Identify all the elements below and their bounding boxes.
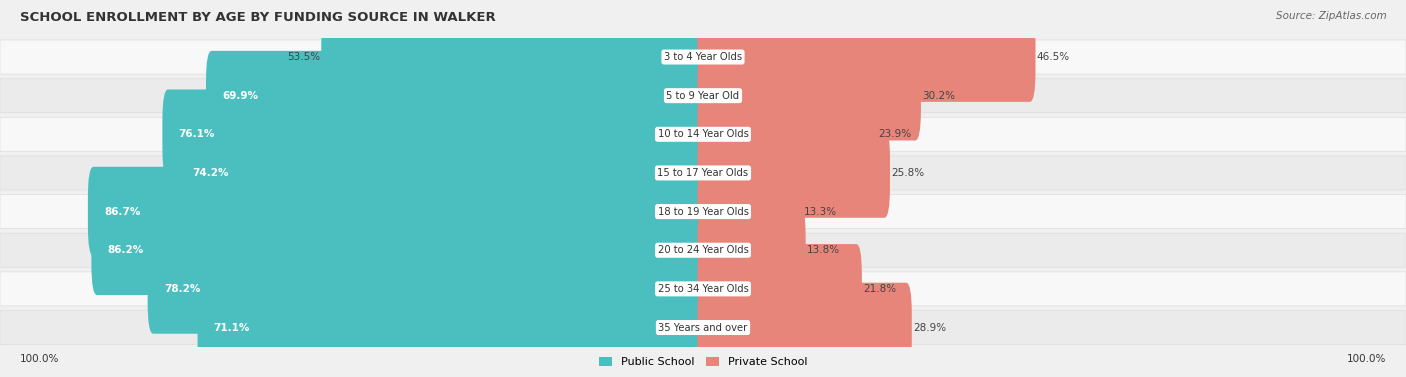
FancyBboxPatch shape <box>0 156 1406 190</box>
FancyBboxPatch shape <box>697 283 911 372</box>
Text: 71.1%: 71.1% <box>214 322 250 333</box>
Text: Source: ZipAtlas.com: Source: ZipAtlas.com <box>1275 11 1386 21</box>
FancyBboxPatch shape <box>697 89 877 179</box>
FancyBboxPatch shape <box>176 128 709 218</box>
Legend: Public School, Private School: Public School, Private School <box>595 352 811 371</box>
Text: 69.9%: 69.9% <box>222 90 259 101</box>
Text: 13.3%: 13.3% <box>804 207 837 217</box>
Text: 53.5%: 53.5% <box>287 52 321 62</box>
Text: 86.2%: 86.2% <box>107 245 143 255</box>
FancyBboxPatch shape <box>0 195 1406 228</box>
Text: 23.9%: 23.9% <box>877 129 911 139</box>
FancyBboxPatch shape <box>321 12 709 102</box>
Text: 78.2%: 78.2% <box>163 284 200 294</box>
FancyBboxPatch shape <box>697 205 806 295</box>
FancyBboxPatch shape <box>697 12 1035 102</box>
Text: 35 Years and over: 35 Years and over <box>658 322 748 333</box>
Text: 30.2%: 30.2% <box>922 90 955 101</box>
Text: 100.0%: 100.0% <box>20 354 59 365</box>
Text: 3 to 4 Year Olds: 3 to 4 Year Olds <box>664 52 742 62</box>
Text: 18 to 19 Year Olds: 18 to 19 Year Olds <box>658 207 748 217</box>
FancyBboxPatch shape <box>87 167 709 256</box>
FancyBboxPatch shape <box>148 244 709 334</box>
Text: 100.0%: 100.0% <box>1347 354 1386 365</box>
Text: 74.2%: 74.2% <box>191 168 228 178</box>
FancyBboxPatch shape <box>697 244 862 334</box>
FancyBboxPatch shape <box>697 51 921 141</box>
Text: 10 to 14 Year Olds: 10 to 14 Year Olds <box>658 129 748 139</box>
Text: 5 to 9 Year Old: 5 to 9 Year Old <box>666 90 740 101</box>
FancyBboxPatch shape <box>697 128 890 218</box>
FancyBboxPatch shape <box>205 51 709 141</box>
Text: 21.8%: 21.8% <box>863 284 897 294</box>
FancyBboxPatch shape <box>0 272 1406 306</box>
Text: 25.8%: 25.8% <box>891 168 925 178</box>
FancyBboxPatch shape <box>0 117 1406 151</box>
Text: 76.1%: 76.1% <box>179 129 215 139</box>
FancyBboxPatch shape <box>0 311 1406 345</box>
Text: 28.9%: 28.9% <box>914 322 946 333</box>
Text: 13.8%: 13.8% <box>807 245 841 255</box>
FancyBboxPatch shape <box>163 89 709 179</box>
FancyBboxPatch shape <box>198 283 709 372</box>
Text: 46.5%: 46.5% <box>1038 52 1070 62</box>
Text: 20 to 24 Year Olds: 20 to 24 Year Olds <box>658 245 748 255</box>
FancyBboxPatch shape <box>0 79 1406 113</box>
Text: SCHOOL ENROLLMENT BY AGE BY FUNDING SOURCE IN WALKER: SCHOOL ENROLLMENT BY AGE BY FUNDING SOUR… <box>20 11 495 24</box>
FancyBboxPatch shape <box>0 40 1406 74</box>
FancyBboxPatch shape <box>0 233 1406 267</box>
Text: 25 to 34 Year Olds: 25 to 34 Year Olds <box>658 284 748 294</box>
Text: 86.7%: 86.7% <box>104 207 141 217</box>
FancyBboxPatch shape <box>91 205 709 295</box>
Text: 15 to 17 Year Olds: 15 to 17 Year Olds <box>658 168 748 178</box>
FancyBboxPatch shape <box>697 167 801 256</box>
